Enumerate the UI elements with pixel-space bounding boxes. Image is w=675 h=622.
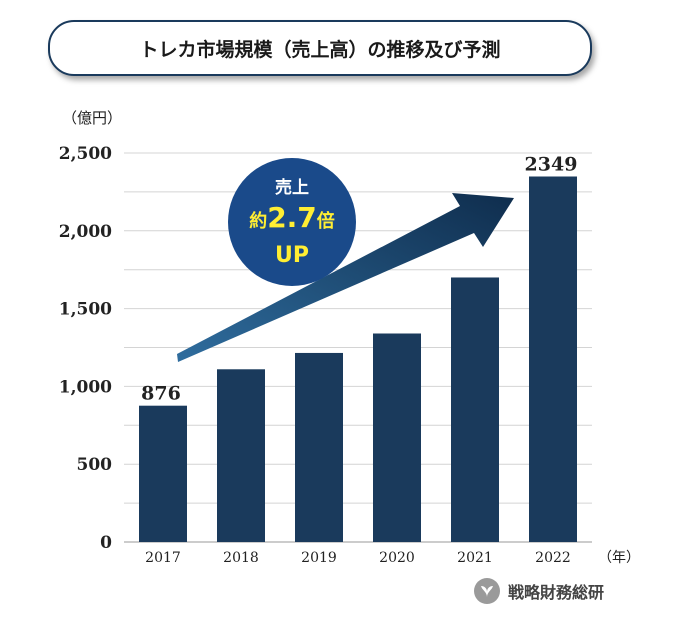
bar-2018 [217,369,265,542]
badge-line2: 約2.7倍 [249,201,335,234]
bar-2019 [295,352,343,542]
y-tick-label: 2,000 [59,222,112,242]
leaf-logo-icon [474,578,500,604]
badge-circle [228,158,356,286]
x-tick-label: 2018 [223,550,259,566]
badge-prefix: 約 [249,210,267,232]
chart-title: トレカ市場規模（売上高）の推移及び予測 [48,20,592,76]
bars [139,176,577,542]
badge-value: 2.7 [267,201,317,234]
x-tick-label: 2022 [535,550,571,566]
growth-arrow [177,193,514,362]
source-logo: 戦略財務総研 [474,578,604,604]
y-tick-label: 0 [100,533,112,553]
badge-suffix: 倍 [317,210,335,232]
growth-badge: 売上 約2.7倍 UP [228,158,356,286]
bar-2017 [139,405,187,542]
x-tick-label: 2019 [301,550,337,566]
y-tick-label: 1,000 [59,377,112,397]
y-axis-ticks: 0 500 1,000 1,500 2,000 2,500 [59,144,112,553]
chart-title-text: トレカ市場規模（売上高）の推移及び予測 [139,38,501,61]
x-tick-label: 2020 [379,550,415,566]
y-axis-unit-label: （億円） [62,109,123,127]
x-axis-unit-label: （年） [598,550,640,566]
data-label-2017: 876 [141,383,181,405]
data-label-2022: 2349 [525,153,578,175]
bar-2021 [451,277,499,542]
data-labels: 876 2349 [141,153,577,404]
x-axis-ticks: 2017 2018 2019 2020 2021 2022 [145,550,571,566]
bar-2022 [529,176,577,542]
x-tick-label: 2017 [145,550,181,566]
bar-2020 [373,333,421,542]
source-text: 戦略財務総研 [508,583,605,602]
y-tick-label: 2,500 [59,144,112,164]
x-tick-label: 2021 [457,550,493,566]
y-tick-label: 1,500 [59,300,112,320]
badge-line1: 売上 [275,177,309,198]
badge-line3: UP [275,243,309,268]
y-tick-label: 500 [77,455,113,475]
